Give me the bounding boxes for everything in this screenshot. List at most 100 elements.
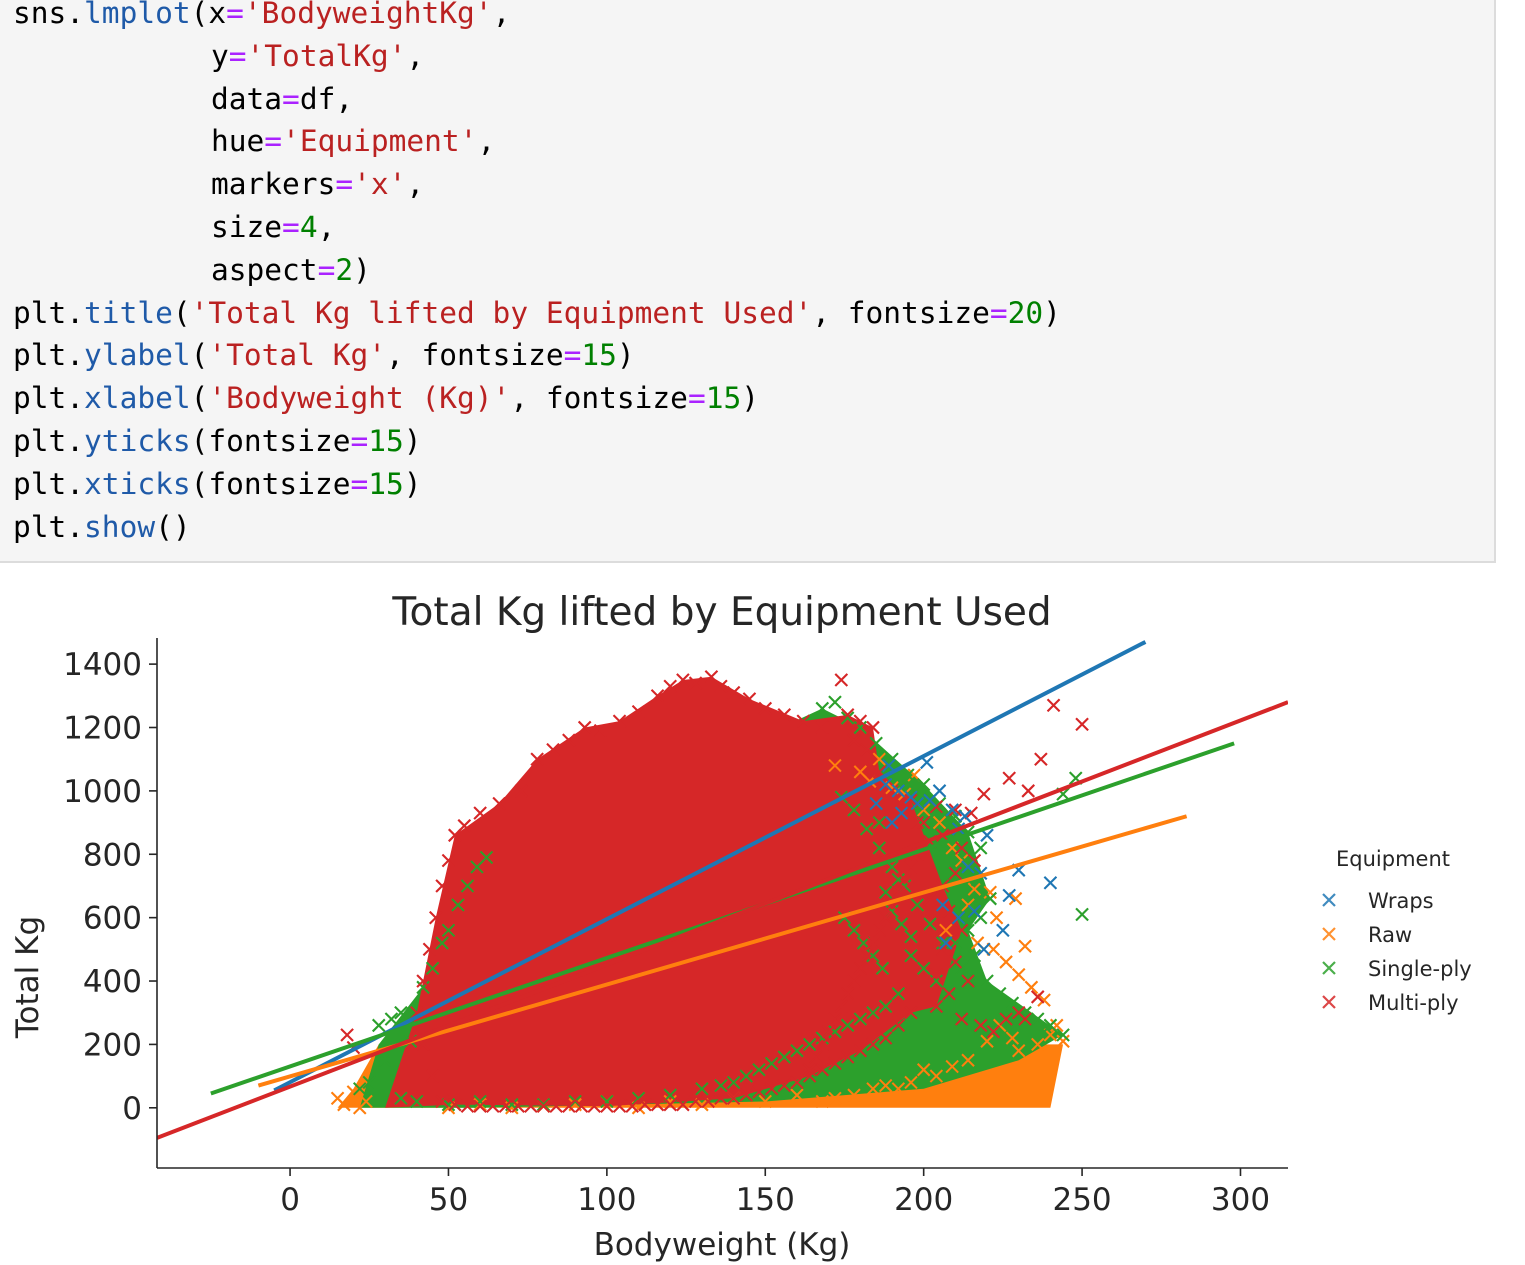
code-token: = [282, 81, 300, 116]
legend-label: Multi-ply [1368, 991, 1459, 1015]
data-point [872, 815, 887, 830]
data-point [1018, 1006, 1032, 1020]
data-point [977, 787, 991, 801]
data-point [777, 708, 791, 722]
data-point [688, 1094, 703, 1109]
data-point [726, 1091, 741, 1105]
code-token: 'Bodyweight (Kg)' [208, 381, 511, 416]
data-point [549, 1099, 563, 1113]
data-point [473, 1099, 487, 1113]
data-point [752, 1063, 766, 1077]
data-point [460, 1099, 475, 1113]
data-point [948, 803, 963, 817]
data-point [574, 1099, 589, 1113]
data-point [1031, 1012, 1045, 1026]
data-point [587, 1099, 601, 1113]
data-point [809, 1050, 823, 1064]
code-line: plt.yticks(fontsize=15) [13, 420, 1061, 463]
data-point [999, 955, 1013, 969]
data-point [929, 1069, 944, 1083]
data-point [885, 781, 899, 795]
x-tick-label: 0 [280, 1182, 300, 1218]
data-point [486, 1099, 500, 1113]
data-point [945, 841, 959, 855]
data-point [958, 853, 972, 868]
data-point [872, 841, 887, 855]
code-line: plt.xlabel('Bodyweight (Kg)', fontsize=1… [13, 377, 1061, 420]
data-point [878, 999, 893, 1014]
data-point [866, 1082, 880, 1096]
data-point [479, 850, 494, 865]
data-point [961, 1053, 975, 1067]
code-token: 'Total Kg' [208, 338, 386, 373]
data-point [872, 752, 887, 766]
data-point [840, 1050, 855, 1064]
code-token: = [335, 167, 354, 202]
data-point [1056, 1034, 1070, 1048]
code-token: aspect [211, 252, 318, 287]
data-point [958, 809, 972, 823]
data-point [866, 936, 880, 950]
code-block[interactable]: sns.lmplot(x='BodyweightKg', y='TotalKg',… [13, 0, 1061, 548]
data-point [885, 752, 899, 766]
data-point [752, 1085, 766, 1099]
data-point [663, 1088, 677, 1102]
data-point [961, 923, 975, 938]
data-point [904, 929, 918, 944]
code-line: aspect=2) [13, 249, 1061, 292]
data-point [441, 1097, 456, 1112]
data-point [983, 885, 997, 899]
data-point [891, 1018, 906, 1033]
data-point [650, 689, 665, 703]
data-point [739, 1069, 753, 1083]
data-point [815, 701, 830, 716]
data-point [714, 679, 728, 694]
data-point [457, 819, 472, 833]
data-point [935, 898, 950, 912]
data-point [828, 1091, 842, 1105]
code-token: = [226, 0, 244, 30]
data-point [676, 1097, 690, 1112]
code-token: lmplot [84, 0, 191, 30]
data-point [435, 936, 449, 950]
data-point [945, 1059, 959, 1074]
code-cell[interactable]: sns.lmplot(x='BodyweightKg', y='TotalKg',… [0, 0, 1496, 563]
data-point [986, 942, 1001, 957]
code-token: , [406, 167, 425, 202]
data-point [758, 701, 772, 716]
data-point [1021, 784, 1035, 798]
data-point [346, 1085, 361, 1099]
code-token: y [211, 38, 229, 73]
code-token: 2 [335, 252, 354, 287]
data-point [894, 917, 909, 931]
data-point [473, 806, 487, 820]
data-point [524, 1099, 538, 1113]
data-point [996, 923, 1010, 938]
code-token: = [264, 124, 283, 159]
data-point [790, 1044, 804, 1058]
data-point [1037, 993, 1051, 1007]
data-point [891, 872, 906, 887]
data-point [885, 815, 899, 830]
data-point [847, 733, 861, 747]
data-point [593, 723, 608, 738]
data-point [1034, 752, 1048, 766]
data-point [929, 999, 944, 1014]
data-point [916, 961, 931, 976]
data-point [1024, 980, 1039, 995]
code-token: (fontsize [190, 466, 351, 501]
y-axis: 0 200 400 600 800 1000 1200 1400 [63, 647, 157, 1127]
data-point [492, 796, 506, 811]
code-token: = [317, 252, 336, 287]
legend-label: Raw [1368, 923, 1412, 947]
code-line: plt.show() [13, 506, 1061, 549]
data-point [726, 1075, 741, 1090]
scatter-points [330, 670, 1089, 1115]
code-token: ( [172, 295, 191, 330]
data-point [989, 910, 1004, 925]
data-point [910, 898, 925, 912]
data-point [394, 1006, 408, 1020]
data-point [916, 777, 931, 792]
y-tick-label: 800 [83, 837, 142, 873]
data-point [815, 1063, 830, 1077]
